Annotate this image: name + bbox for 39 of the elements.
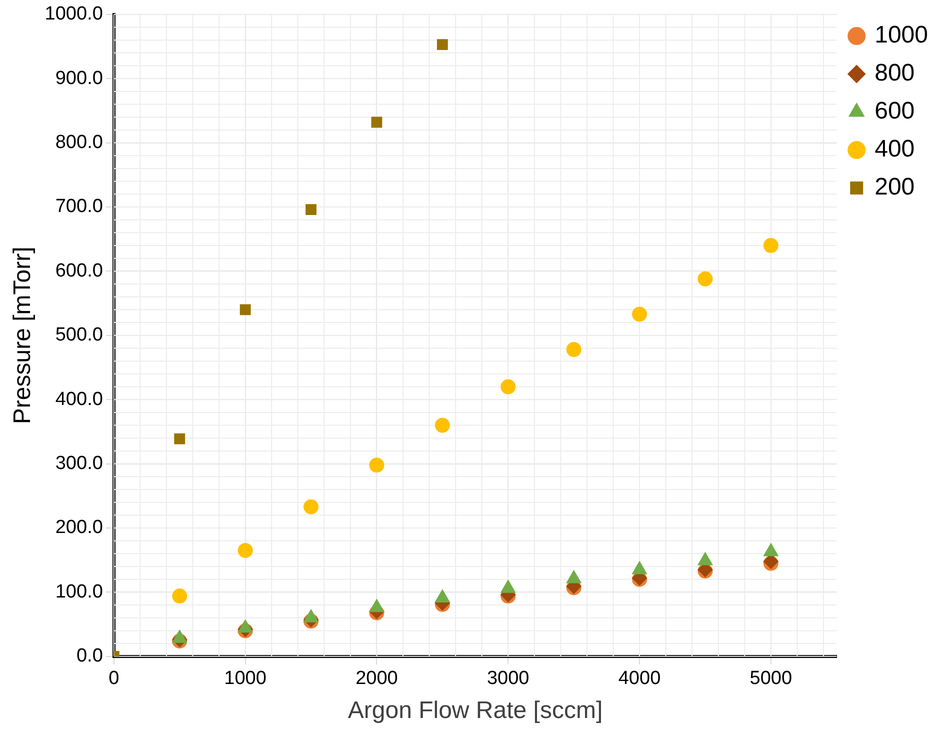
point [632, 306, 648, 322]
legend-label: 600 [874, 98, 915, 125]
point [371, 116, 382, 128]
legend-label: 400 [874, 136, 915, 163]
x-tick-label: 0 [108, 668, 120, 690]
legend-label: 1000 [874, 22, 928, 49]
y-tick-label: 800.0 [55, 132, 103, 154]
y-tick-label: 700.0 [55, 196, 103, 218]
point [566, 342, 582, 358]
x-axis-title: Argon Flow Rate [sccm] [348, 697, 603, 724]
y-tick-label: 900.0 [55, 68, 103, 89]
legend-label: 800 [874, 60, 915, 87]
y-tick-label: 200.0 [55, 517, 103, 538]
y-tick-label: 400.0 [55, 388, 103, 410]
point [500, 379, 516, 394]
point [238, 542, 253, 558]
point [434, 418, 450, 433]
point [698, 271, 713, 286]
y-tick-label: 300.0 [55, 453, 103, 474]
x-tick-label: 1000 [224, 668, 266, 690]
point [304, 499, 319, 514]
point [369, 458, 384, 473]
point [172, 588, 188, 604]
x-tick-label: 5000 [750, 668, 792, 690]
x-tick-label: 3000 [486, 668, 530, 690]
y-tick-label: 100.0 [55, 581, 103, 602]
y-tick-label: 500.0 [55, 324, 103, 346]
point [240, 304, 251, 316]
x-tick-label: 4000 [618, 668, 661, 690]
point [174, 433, 186, 444]
x-tick-label: 2000 [356, 668, 398, 690]
y-tick-label: 600.0 [55, 260, 103, 282]
point [436, 39, 448, 50]
y-tick-label: 0.0 [76, 646, 103, 667]
point [306, 204, 316, 216]
legend-label: 200 [874, 174, 915, 201]
point [763, 238, 778, 254]
y-axis-title: Pressure [mTorr] [9, 246, 36, 424]
y-tick-label: 1000.0 [44, 4, 103, 25]
